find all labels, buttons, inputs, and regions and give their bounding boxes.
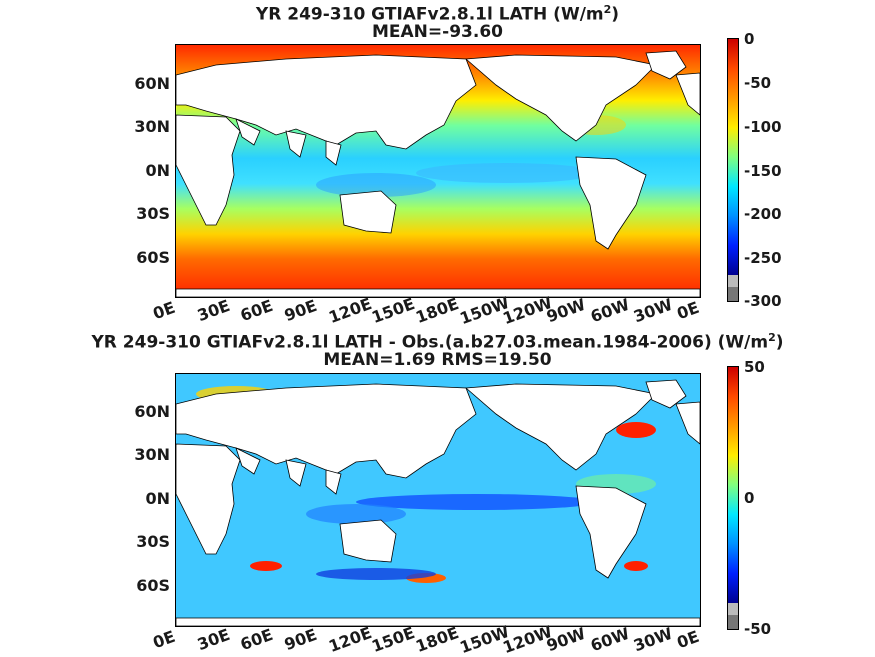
panel2-lat-30n: 30N: [134, 445, 170, 464]
panel2-lon-tick: 60W: [587, 623, 632, 656]
panel2-title-line1: YR 249-310 GTIAFv2.8.1l LATH - Obs.(a.b2…: [91, 331, 784, 353]
panel1-lat-60n: 60N: [134, 74, 170, 93]
panel2-lat-30s: 30S: [136, 532, 170, 551]
panel1-lon-tick: 90E: [281, 295, 320, 326]
panel2-lon-tick: 180E: [413, 622, 462, 657]
panel1-lat-30n: 30N: [134, 117, 170, 136]
panel2-lat-60n: 60N: [134, 402, 170, 421]
panel2-lat-0n: 0N: [145, 489, 170, 508]
panel2-cb-tick-max: 50: [744, 358, 765, 376]
panel1-title-line1: YR 249-310 GTIAFv2.8.1l LATH (W/m2): [255, 3, 620, 25]
panel2-cb-tick-zero: 0: [744, 489, 755, 507]
panel1-cb-tick-2: -100: [744, 118, 782, 136]
panel2-lat-60s: 60S: [136, 576, 170, 595]
panel1-cb-tick-6: -300: [744, 292, 782, 310]
panel1-lon-tick: 180E: [413, 293, 462, 328]
panel2-lon-tick: 150E: [369, 622, 418, 657]
panel2-lon-tick: 120E: [325, 622, 374, 657]
panel1-cb-tick-1: -50: [744, 74, 772, 92]
panel1-title-line2: MEAN=-93.60: [372, 22, 503, 42]
panel2-lon-tick: 30E: [194, 624, 233, 655]
panel1-lon-tick: 30W: [631, 294, 676, 327]
panel1-cb-tick-0: 0: [744, 30, 755, 48]
panel2-lon-tick: 0E: [674, 626, 702, 653]
panel1-cb-tick-4: -200: [744, 205, 782, 223]
panel1-lat-0n: 0N: [145, 161, 170, 180]
panel2-lon-tick: 90E: [281, 624, 320, 655]
panel1-lon-tick: 0E: [150, 297, 178, 324]
panel2-lon-tick: 60E: [238, 624, 276, 655]
panel1-colorbar: [727, 38, 739, 302]
panel2-cb-tick-min: -50: [744, 620, 772, 638]
panel1-lon-tick: 30E: [194, 295, 233, 326]
panel1-lat-30s: 30S: [136, 204, 170, 223]
panel1-lon-tick: 60E: [238, 295, 276, 326]
panel2-lon-tick: 0E: [150, 626, 178, 653]
panel1-cb-tick-3: -150: [744, 162, 782, 180]
panel1-lat-60s: 60S: [136, 248, 170, 267]
panel1-lon-tick: 60W: [587, 294, 632, 327]
panel1-lon-tick: 120E: [325, 293, 374, 328]
panel2-map: [175, 373, 701, 627]
panel2-colorbar: [727, 366, 739, 630]
panel1-lon-tick: 0E: [674, 297, 702, 324]
panel2-title-line2: MEAN=1.69 RMS=19.50: [323, 350, 552, 370]
panel1-cb-tick-5: -250: [744, 249, 782, 267]
panel1-map: [175, 44, 701, 298]
panel2-lon-tick: 30W: [631, 623, 676, 656]
panel1-lon-tick: 150E: [369, 293, 418, 328]
